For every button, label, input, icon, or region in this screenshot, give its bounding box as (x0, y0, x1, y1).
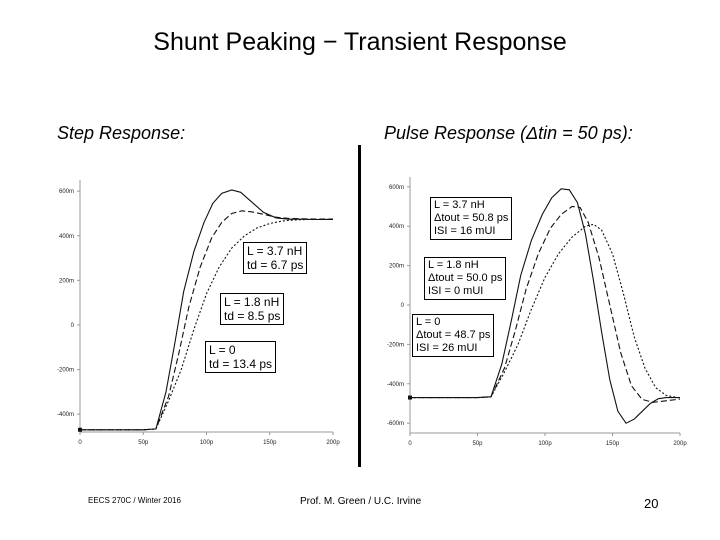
step-response-plot: 600m 400m 200m 0 -200m -400m 0 50p 100p 150p 200p (57, 180, 340, 446)
series-line-2 (80, 218, 334, 431)
annotation-line: ISI = 26 mUI (416, 342, 478, 354)
annotation-line: L = 3.7 nH (247, 244, 303, 258)
x-tick-label: 150p (263, 440, 277, 446)
annotation-line: ISI = 0 mUI (428, 285, 484, 297)
x-tick-label: 50p (472, 441, 483, 447)
y-tick-label: 600m (59, 189, 74, 195)
annotation-line: Δtout = 50.8 ps (434, 212, 509, 224)
annotation-line: L = 1.8 nH (428, 259, 479, 271)
step-annotation-l-3-7nh: L = 3.7 nH td = 6.7 ps (243, 242, 308, 274)
annotation-line: L = 0 (209, 343, 236, 357)
slide-title: Shunt Peaking − Transient Response (153, 28, 567, 56)
y-tick-label: 200m (59, 278, 74, 284)
start-marker (408, 395, 412, 400)
annotation-line: td = 8.5 ps (224, 309, 281, 323)
x-tick-label: 100p (200, 440, 214, 446)
pulse-annotation-l-0: L = 0 Δtout = 48.7 ps ISI = 26 mUI (412, 314, 495, 357)
x-tick-label: 50p (138, 440, 149, 446)
y-tick-label: 0 (71, 323, 75, 329)
series-line-0 (410, 188, 680, 424)
step-annotation-l-0: L = 0 td = 13.4 ps (205, 341, 277, 373)
annotation-line: Δtout = 48.7 ps (416, 329, 491, 341)
x-tick-label: 0 (78, 440, 82, 446)
annotation-line: L = 0 (416, 316, 441, 328)
y-tick-label: -600m (387, 421, 404, 427)
annotation-line: td = 13.4 ps (209, 357, 273, 371)
y-tick-label: -400m (57, 412, 74, 418)
y-tick-label: 400m (59, 234, 74, 240)
annotation-line: ISI = 16 mUI (434, 225, 496, 237)
series-line-0 (80, 189, 333, 431)
pulse-annotation-l-3-7nh: L = 3.7 nH Δtout = 50.8 ps ISI = 16 mUI (430, 197, 513, 240)
pulse-annotation-l-1-8nh: L = 1.8 nH Δtout = 50.0 ps ISI = 0 mUI (424, 257, 507, 300)
y-tick-label: 0 (401, 303, 405, 309)
x-tick-label: 100p (538, 441, 552, 447)
series-line-2 (410, 223, 681, 399)
x-tick-label: 0 (408, 441, 412, 447)
y-tick-label: -200m (387, 342, 404, 348)
x-tick-label: 150p (606, 441, 620, 447)
annotation-line: td = 6.7 ps (247, 258, 304, 272)
step-response-heading: Step Response: (57, 123, 186, 143)
annotation-line: Δtout = 50.0 ps (428, 272, 503, 284)
page-number: 20 (644, 496, 659, 511)
y-tick-label: -200m (57, 368, 74, 374)
pulse-response-heading: Pulse Response (Δtin = 50 ps): (384, 123, 633, 143)
x-tick-label: 200p (326, 440, 340, 446)
annotation-line: L = 3.7 nH (434, 199, 485, 211)
y-tick-label: 600m (389, 185, 404, 191)
series-line-1 (80, 210, 333, 431)
annotation-line: L = 1.8 nH (224, 295, 280, 309)
start-marker (78, 427, 82, 432)
y-tick-label: 400m (389, 224, 404, 230)
vertical-divider (358, 145, 361, 467)
x-tick-label: 200p (673, 441, 687, 447)
y-tick-label: -400m (387, 382, 404, 388)
series-line-1 (410, 205, 681, 403)
pulse-response-plot: 600m 400m 200m 0 -200m -400m -600m 0 50p 100p 150p… (387, 177, 687, 447)
y-tick-label: 200m (389, 264, 404, 270)
footer-course: EECS 270C / Winter 2016 (88, 496, 181, 505)
step-annotation-l-1-8nh: L = 1.8 nH td = 8.5 ps (220, 293, 285, 325)
footer-author: Prof. M. Green / U.C. Irvine (300, 496, 422, 507)
